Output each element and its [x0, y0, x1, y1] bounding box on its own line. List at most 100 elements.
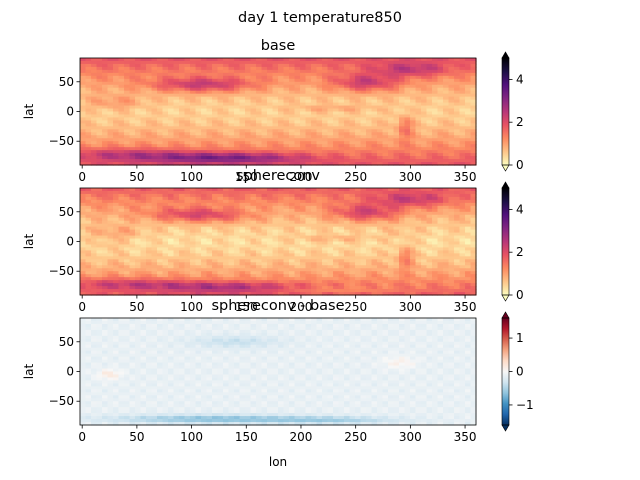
- heatmap-cell: [465, 96, 472, 101]
- heatmap-cell: [289, 114, 296, 119]
- heatmap-cell: [107, 60, 114, 65]
- heatmap-cell: [223, 220, 230, 225]
- heatmap-cell: [349, 117, 356, 122]
- heatmap-cell: [344, 256, 351, 260]
- heatmap-cell: [256, 150, 263, 154]
- heatmap-cell: [316, 144, 323, 148]
- heatmap-cell: [437, 274, 444, 278]
- heatmap-cell: [382, 244, 389, 249]
- heatmap-cell: [349, 153, 356, 157]
- heatmap-cell: [289, 190, 296, 195]
- heatmap-cell: [371, 150, 378, 154]
- heatmap-cell: [388, 75, 395, 80]
- heatmap-cell: [377, 60, 384, 65]
- heatmap-cell: [190, 247, 197, 252]
- heatmap-cell: [311, 235, 318, 240]
- heatmap-cell: [261, 63, 268, 68]
- heatmap-cell: [85, 256, 92, 260]
- heatmap-cell: [459, 229, 466, 234]
- heatmap-cell: [360, 214, 367, 219]
- heatmap-cell: [190, 159, 197, 163]
- heatmap-cell: [366, 147, 373, 151]
- heatmap-cell: [212, 117, 219, 122]
- heatmap-cell: [135, 220, 142, 225]
- heatmap-cell: [360, 132, 367, 136]
- heatmap-cell: [399, 196, 406, 201]
- heatmap-cell: [360, 196, 367, 201]
- heatmap-cell: [212, 202, 219, 207]
- heatmap-cell: [393, 265, 400, 269]
- heatmap-cell: [349, 247, 356, 252]
- heatmap-cell: [184, 232, 191, 237]
- heatmap-cell: [322, 229, 329, 234]
- heatmap-cell: [179, 235, 186, 240]
- heatmap-cell: [377, 96, 384, 101]
- heatmap-cell: [432, 262, 439, 266]
- heatmap-cell: [338, 262, 345, 266]
- heatmap-cell: [316, 280, 323, 284]
- heatmap-cell: [355, 253, 362, 257]
- heatmap-cell: [173, 229, 180, 234]
- heatmap-cell: [124, 280, 131, 284]
- heatmap-cell: [217, 190, 224, 195]
- heatmap-cell: [256, 120, 263, 124]
- heatmap-cell: [85, 66, 92, 71]
- heatmap-cell: [388, 120, 395, 124]
- heatmap-cell: [239, 138, 246, 142]
- heatmap-cell: [245, 280, 252, 284]
- heatmap-cell: [140, 147, 147, 151]
- heatmap-cell: [366, 96, 373, 101]
- heatmap-cell: [96, 247, 103, 252]
- heatmap-cell: [96, 102, 103, 107]
- heatmap-cell: [146, 205, 153, 210]
- heatmap-cell: [195, 277, 202, 281]
- heatmap-cell: [311, 93, 318, 98]
- heatmap-cell: [223, 202, 230, 207]
- heatmap-cell: [96, 268, 103, 272]
- heatmap-cell: [344, 114, 351, 119]
- heatmap-cell: [113, 81, 120, 86]
- heatmap-cell: [289, 75, 296, 80]
- heatmap-cell: [294, 262, 301, 266]
- heatmap-cell: [206, 241, 213, 246]
- heatmap-cell: [443, 226, 450, 231]
- heatmap-cell: [179, 271, 186, 275]
- heatmap-cell: [459, 188, 466, 192]
- heatmap-cell: [85, 217, 92, 222]
- heatmap-cell: [91, 132, 98, 136]
- heatmap-cell: [102, 123, 109, 127]
- heatmap-cell: [421, 188, 428, 192]
- heatmap-cell: [173, 188, 180, 192]
- heatmap-cell: [206, 193, 213, 198]
- heatmap-cell: [267, 159, 274, 163]
- heatmap-cell: [360, 244, 367, 249]
- heatmap-cell: [267, 247, 274, 252]
- heatmap-cell: [190, 81, 197, 86]
- heatmap-cell: [448, 84, 455, 89]
- heatmap-cell: [96, 232, 103, 237]
- heatmap-cell: [129, 202, 136, 207]
- heatmap-cell: [338, 265, 345, 269]
- heatmap-cell: [157, 229, 164, 234]
- heatmap-cell: [377, 250, 384, 254]
- heatmap-cell: [151, 105, 158, 110]
- heatmap-cell: [338, 60, 345, 65]
- heatmap-cell: [377, 87, 384, 92]
- heatmap-cell: [432, 117, 439, 122]
- heatmap-cell: [107, 280, 114, 284]
- heatmap-cell: [448, 129, 455, 133]
- heatmap-cell: [179, 72, 186, 77]
- heatmap-cell: [410, 162, 417, 166]
- heatmap-cell: [124, 120, 131, 124]
- heatmap-cell: [239, 153, 246, 157]
- heatmap-cell: [107, 90, 114, 95]
- heatmap-cell: [426, 111, 433, 116]
- heatmap-cell: [234, 232, 241, 237]
- heatmap-cell: [140, 84, 147, 89]
- heatmap-cell: [443, 241, 450, 246]
- heatmap-cell: [124, 150, 131, 154]
- heatmap-cell: [179, 259, 186, 263]
- heatmap-cell: [322, 193, 329, 198]
- heatmap-cell: [333, 250, 340, 254]
- heatmap-cell: [388, 129, 395, 133]
